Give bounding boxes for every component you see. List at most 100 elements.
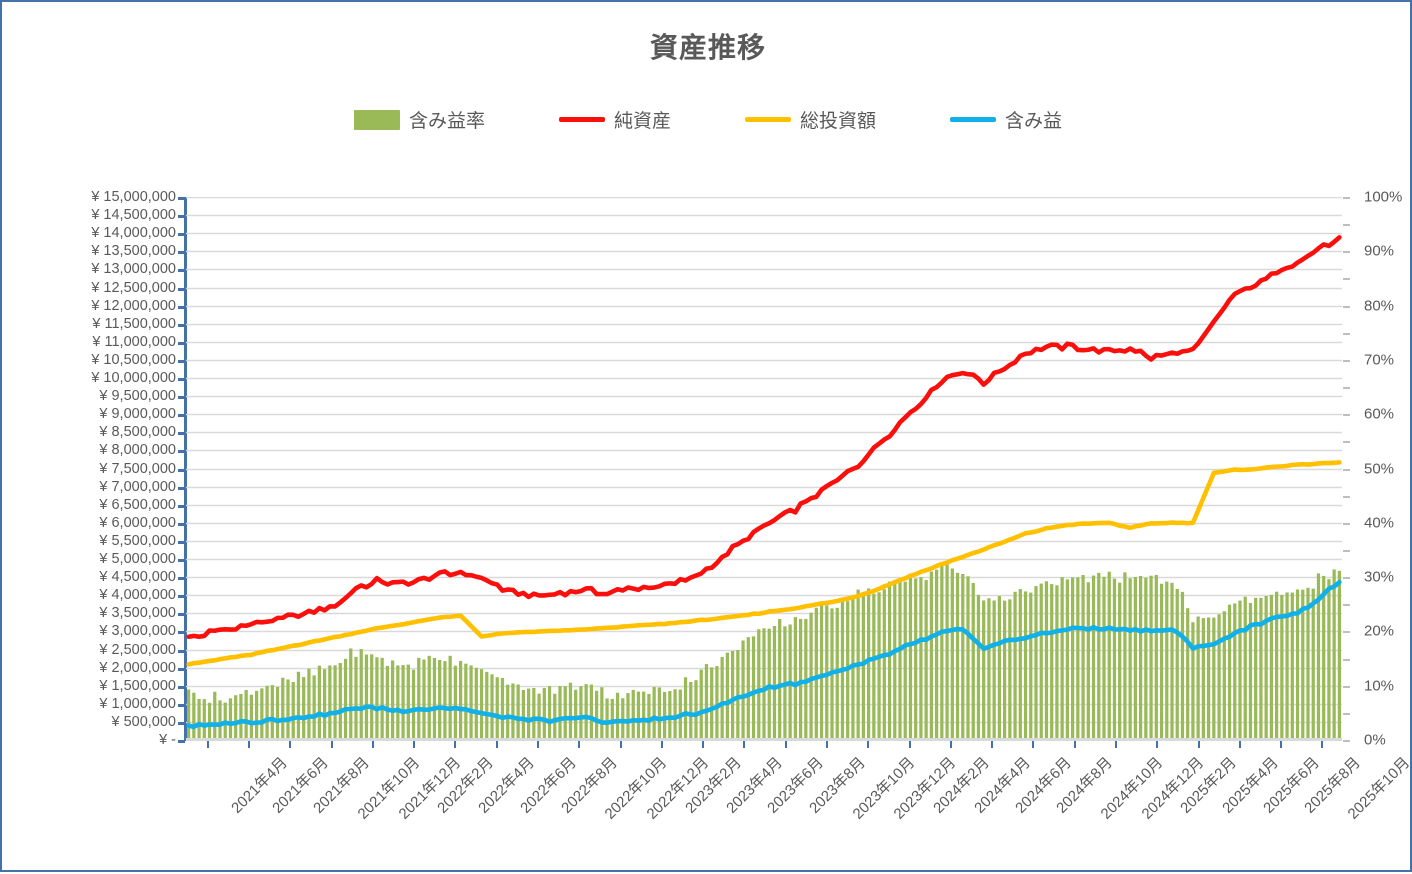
bar — [898, 579, 902, 740]
bar — [694, 680, 698, 740]
y-axis-left-tick-mark — [178, 595, 185, 598]
y-axis-left-tick-mark — [178, 306, 185, 309]
legend-item-3[interactable]: 含み益 — [950, 106, 1062, 133]
bar — [448, 655, 452, 740]
y-axis-right-tick-mark — [1343, 306, 1350, 308]
bar — [1212, 617, 1216, 740]
bar — [380, 657, 384, 740]
y-axis-left-tick-mark — [178, 251, 185, 254]
bar — [1013, 591, 1017, 740]
y-axis-left: ¥ 15,000,000 ¥ 14,500,000 ¥ 14,000,000 ¥ 13… — [64, 185, 182, 755]
bar — [574, 689, 578, 740]
legend-label: 含み益率 — [408, 111, 485, 132]
bar — [1254, 597, 1258, 740]
bar — [1034, 586, 1038, 740]
y-axis-right-tick-mark — [1343, 604, 1350, 606]
y-axis-left-tick-label: ¥ - — [159, 732, 176, 748]
y-axis-left-tick-label: ¥ 9,000,000 — [99, 406, 176, 423]
bar — [1280, 594, 1284, 740]
bar — [673, 689, 677, 740]
line-series-group — [186, 235, 1342, 730]
bar — [411, 669, 416, 740]
bar — [1149, 575, 1153, 740]
bar — [1269, 594, 1273, 740]
legend-swatch-line-icon — [950, 117, 997, 122]
legend-item-1[interactable]: 純資産 — [558, 106, 671, 133]
y-axis-right-tick-label: 50% — [1364, 460, 1395, 477]
bar — [291, 682, 295, 740]
bar — [647, 693, 651, 740]
bar — [1264, 596, 1268, 740]
y-axis-left-tick-label: ¥ 4,000,000 — [99, 587, 176, 604]
bar — [1118, 582, 1122, 740]
line-series-含み益 — [186, 579, 1342, 730]
bar — [234, 695, 238, 740]
y-axis-right-tick-label: 90% — [1364, 242, 1395, 260]
bar — [950, 568, 954, 740]
bar — [1327, 579, 1331, 740]
bar — [704, 664, 709, 740]
plot-svg — [186, 197, 1342, 740]
y-axis-right-tick-mark — [1343, 713, 1350, 715]
y-axis-left-tick-mark — [178, 523, 185, 526]
bar — [982, 600, 986, 740]
x-axis-tick-mark — [743, 741, 745, 748]
x-axis-tick-mark — [413, 741, 415, 748]
y-axis-right-tick-mark — [1343, 496, 1350, 498]
y-axis-left-tick-label: ¥ 2,500,000 — [99, 641, 176, 658]
bar — [861, 595, 865, 740]
bar — [636, 691, 641, 740]
bar — [652, 686, 656, 740]
bar — [1290, 592, 1294, 740]
bar — [359, 649, 363, 740]
y-axis-left-tick-label: ¥ 5,500,000 — [99, 532, 176, 549]
y-axis-right-tick-mark — [1343, 251, 1350, 253]
bar — [390, 660, 395, 740]
y-axis-right-tick-mark — [1343, 387, 1350, 389]
bar — [343, 658, 348, 740]
y-axis-left-tick-mark — [178, 505, 185, 508]
legend-item-0[interactable]: 含み益率 — [353, 106, 485, 133]
bar — [547, 686, 552, 740]
x-axis-tick-mark — [207, 741, 209, 748]
bar — [1180, 591, 1185, 740]
chart-legend: 含み益率 純資産 総投資額 含み益 — [2, 106, 1412, 133]
y-axis-left-tick-label: ¥ 13,500,000 — [91, 243, 176, 260]
bar — [526, 688, 531, 740]
bar — [1165, 581, 1169, 740]
bar — [1008, 599, 1012, 740]
x-axis-tick-mark — [289, 741, 291, 748]
bar — [579, 686, 583, 740]
x-axis-tick-mark — [991, 741, 993, 748]
bars-series-含み益率 — [186, 564, 1341, 740]
bar — [568, 682, 573, 740]
bar — [600, 687, 604, 740]
y-axis-left-tick-label: ¥ 12,500,000 — [91, 279, 176, 296]
bar — [375, 657, 379, 740]
bar — [1144, 577, 1148, 740]
y-axis-right-tick-mark — [1343, 740, 1350, 742]
bar — [558, 686, 562, 740]
y-axis-left-tick-mark — [178, 414, 185, 417]
y-axis-right-tick-label: 40% — [1364, 514, 1395, 532]
y-axis-right-tick-mark — [1343, 414, 1350, 416]
bar — [1227, 604, 1232, 740]
bar — [987, 598, 991, 740]
x-axis-line — [186, 738, 1342, 741]
bar — [966, 576, 970, 740]
legend-item-2[interactable]: 総投資額 — [745, 106, 876, 133]
bar — [1322, 575, 1326, 740]
bar — [872, 593, 876, 740]
bar — [1133, 577, 1137, 740]
bar — [338, 663, 342, 740]
bar — [474, 667, 478, 740]
y-axis-left-tick-mark — [178, 360, 185, 363]
bar — [228, 698, 233, 740]
bar — [778, 619, 782, 740]
bar — [1060, 577, 1064, 740]
bar — [401, 665, 405, 740]
bar — [500, 677, 505, 740]
bar — [1222, 611, 1226, 740]
y-axis-left-tick-mark — [178, 613, 185, 616]
y-axis-right-tick-mark — [1343, 469, 1350, 471]
